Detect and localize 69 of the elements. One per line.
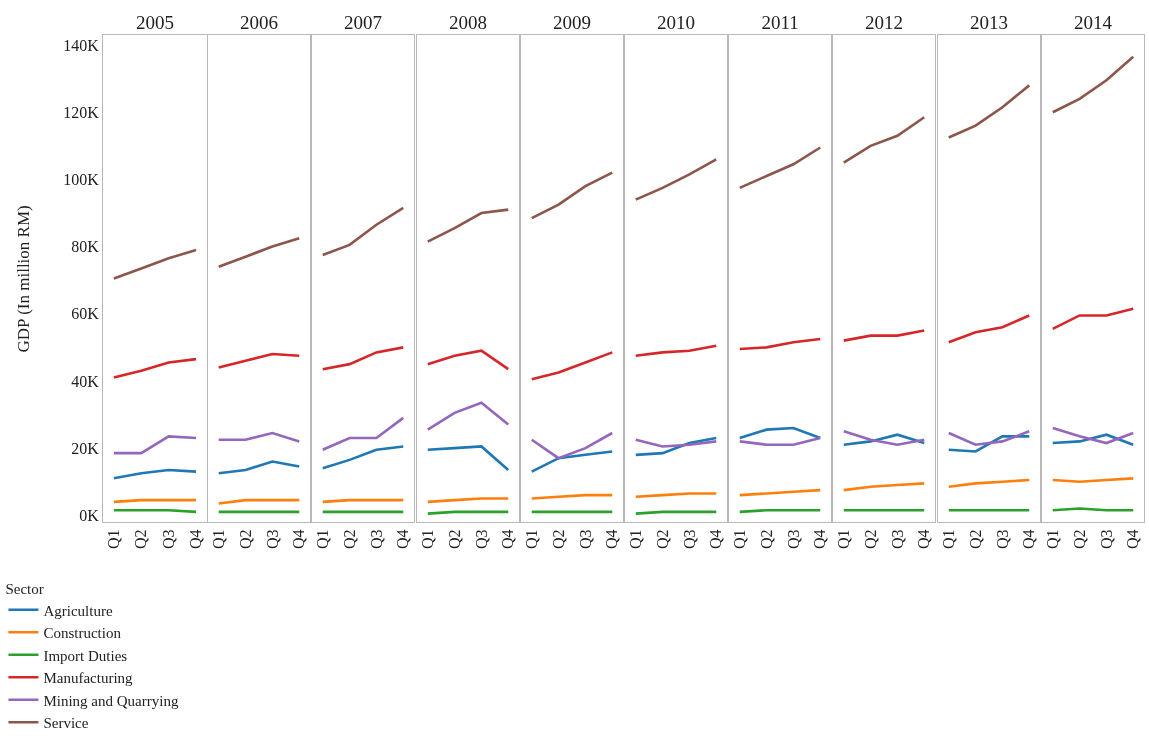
x-tick-label: Q3 <box>784 529 802 549</box>
chart-title: 2008 <box>448 11 487 33</box>
x-tick-label: Q4 <box>603 529 621 549</box>
legend-label: Manufacturing <box>43 670 134 687</box>
line-series <box>112 357 198 379</box>
x-tick-label: Q1 <box>939 529 957 549</box>
x-tick-label: Q3 <box>368 529 386 549</box>
y-tick-label: 80K <box>71 238 100 256</box>
x-tick-label: Q4 <box>290 529 308 549</box>
x-tick-label: Q3 <box>993 529 1011 549</box>
x-tick-label: Q1 <box>522 529 540 549</box>
x-tick-label: Q1 <box>105 529 123 549</box>
x-tick-label: Q1 <box>314 529 332 549</box>
x-tick-label: Q3 <box>576 529 594 549</box>
x-tick-label: Q2 <box>445 529 463 549</box>
x-tick-label: Q4 <box>187 529 205 549</box>
y-tick-label: 20K <box>71 439 100 457</box>
chart-title: 2006 <box>240 11 279 33</box>
x-tick-label: Q2 <box>132 529 150 549</box>
x-tick-label: Q3 <box>889 529 907 549</box>
chart-title: 2012 <box>865 11 904 33</box>
legend-title: Sector <box>5 580 44 597</box>
chart-title: 2010 <box>657 11 696 33</box>
x-tick-label: Q2 <box>341 529 359 549</box>
legend-label: Agriculture <box>43 602 113 619</box>
x-tick-label: Q2 <box>862 529 880 549</box>
y-tick-label: 140K <box>63 36 100 54</box>
x-tick-label: Q4 <box>499 529 517 549</box>
x-tick-label: Q3 <box>1097 529 1115 549</box>
x-tick-label: Q4 <box>811 529 829 549</box>
x-tick-label: Q1 <box>1043 529 1061 549</box>
chart-title: 2005 <box>136 11 175 33</box>
x-tick-label: Q1 <box>626 529 644 549</box>
x-tick-label: Q4 <box>915 529 933 549</box>
line-series <box>112 248 198 280</box>
y-tick-label: 40K <box>71 372 100 390</box>
y-tick-label: 60K <box>71 305 100 323</box>
chart-title: 2009 <box>552 11 591 33</box>
x-tick-label: Q2 <box>966 529 984 549</box>
x-tick-label: Q4 <box>707 529 725 549</box>
x-tick-label: Q4 <box>1020 529 1038 549</box>
chart-title: 2014 <box>1073 11 1113 33</box>
x-tick-label: Q1 <box>731 529 749 549</box>
legend-label: Service <box>43 715 89 732</box>
x-tick-label: Q4 <box>1124 529 1142 549</box>
y-tick-label: 0K <box>79 506 100 524</box>
legend-label: Mining and Quarrying <box>43 692 179 709</box>
x-tick-label: Q2 <box>653 529 671 549</box>
x-tick-label: Q1 <box>418 529 436 549</box>
x-tick-label: Q1 <box>835 529 853 549</box>
y-axis-title: GDP (In million RM) <box>14 205 34 353</box>
x-tick-label: Q3 <box>263 529 281 549</box>
x-tick-label: Q3 <box>680 529 698 549</box>
chart-title: 2011 <box>761 11 799 33</box>
x-tick-label: Q4 <box>394 529 412 549</box>
chart-title: 2013 <box>969 11 1008 33</box>
y-tick-label: 100K <box>63 171 100 189</box>
x-tick-label: Q2 <box>757 529 775 549</box>
x-tick-label: Q1 <box>210 529 228 549</box>
legend-label: Construction <box>43 625 122 642</box>
chart-title: 2007 <box>344 11 383 33</box>
legend-label: Import Duties <box>43 647 128 664</box>
y-tick-label: 120K <box>63 103 100 121</box>
x-tick-label: Q3 <box>472 529 490 549</box>
line-series <box>112 468 198 480</box>
x-tick-label: Q2 <box>236 529 254 549</box>
x-tick-label: Q2 <box>1070 529 1088 549</box>
x-tick-label: Q3 <box>159 529 177 549</box>
x-tick-label: Q2 <box>549 529 567 549</box>
